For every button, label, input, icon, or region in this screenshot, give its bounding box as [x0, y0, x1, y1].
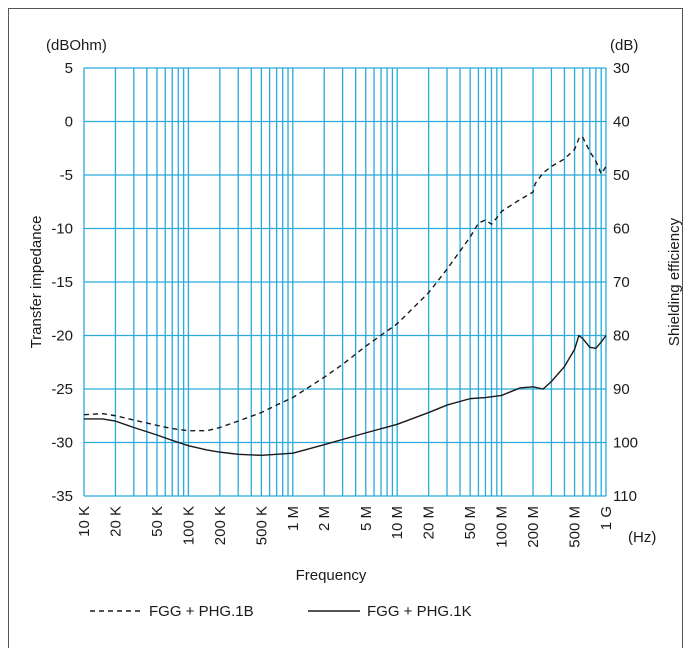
x-tick-label: 100 K — [180, 506, 197, 545]
y-right-tick-label: 100 — [613, 435, 638, 452]
left-axis-unit: (dBOhm) — [46, 37, 107, 54]
x-tick-label: 10 M — [389, 506, 406, 539]
grid-lines — [83, 67, 607, 497]
x-tick-label: 200 K — [212, 506, 229, 545]
y-right-tick-label: 60 — [613, 221, 630, 238]
y-left-tick-label: 5 — [65, 60, 73, 77]
x-tick-label: 1 G — [598, 506, 615, 530]
x-tick-label: 20 K — [107, 506, 124, 537]
right-axis-title: Shielding efficiency — [666, 217, 683, 346]
y-left-tick-label: -10 — [51, 221, 73, 238]
chart-frame — [8, 8, 683, 648]
x-tick-label: 1 M — [285, 506, 302, 531]
series-group — [83, 135, 607, 457]
y-left-tick-label: -35 — [51, 488, 73, 505]
y-left-tick-label: -30 — [51, 435, 73, 452]
x-tick-label: 10 K — [76, 506, 93, 537]
y-right-tick-label: 110 — [613, 488, 637, 505]
y-right-tick-label: 40 — [613, 114, 630, 131]
y-right-tick-label: 70 — [613, 274, 630, 291]
y-left-tick-label: 0 — [65, 114, 73, 131]
y-right-tick-label: 80 — [613, 328, 630, 345]
y-left-tick-label: -5 — [60, 167, 73, 184]
x-tick-label: 5 M — [358, 506, 375, 531]
left-axis-title: Transfer impedance — [28, 216, 45, 349]
y-right-tick-label: 30 — [613, 60, 630, 77]
x-axis-title: Frequency — [296, 567, 367, 584]
y-left-tick-label: -15 — [51, 274, 73, 291]
axis-labels: (dBOhm) (dB) Transfer impedance Shieldin… — [28, 37, 683, 584]
legend-label: FGG + PHG.1B — [149, 603, 254, 620]
y-left-tick-label: -25 — [51, 381, 73, 398]
y-left-tick-label: -20 — [51, 328, 73, 345]
right-axis-unit: (dB) — [610, 37, 638, 54]
x-tick-label: 200 M — [525, 506, 542, 548]
x-tick-label: 500 M — [567, 506, 584, 548]
x-tick-label: 20 M — [421, 506, 438, 539]
series-line-dashed — [83, 135, 607, 432]
x-tick-label: 2 M — [316, 506, 333, 531]
x-axis-unit: (Hz) — [628, 529, 656, 546]
series-line-solid — [84, 334, 607, 457]
tick-labels: 50-5-10-15-20-25-30-35304050607080901001… — [51, 60, 638, 548]
x-tick-label: 500 K — [253, 506, 270, 545]
y-right-tick-label: 90 — [613, 381, 630, 398]
x-tick-label: 100 M — [494, 506, 511, 548]
legend-label: FGG + PHG.1K — [367, 603, 472, 620]
y-right-tick-label: 50 — [613, 167, 630, 184]
legend: FGG + PHG.1B FGG + PHG.1K — [90, 603, 472, 620]
x-tick-label: 50 K — [149, 506, 166, 537]
x-tick-label: 50 M — [462, 506, 479, 539]
